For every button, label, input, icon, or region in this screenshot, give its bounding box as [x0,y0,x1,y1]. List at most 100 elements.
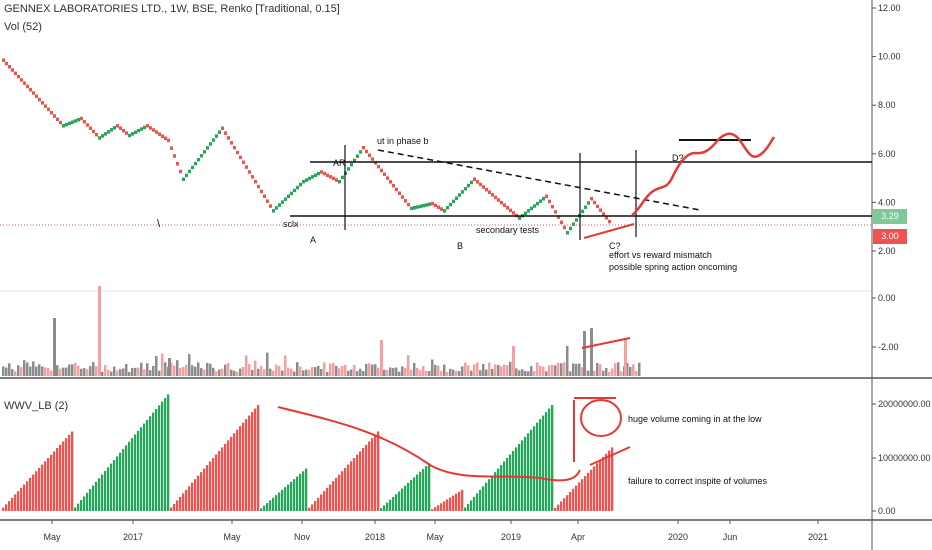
renko-brick-down [239,155,242,160]
wwv-bar-up [125,445,128,511]
wwv-bar-up [506,458,509,511]
volume-bar-up [113,366,116,376]
volume-bar-down [59,368,62,376]
renko-brick-up [191,165,194,170]
wwv-bar-down [356,454,359,511]
volume-bar-down [104,365,107,376]
wwv-bar-down [218,450,221,511]
chart-title[interactable]: GENNEX LABORATORIES LTD., 1W, BSE, Renko… [4,3,340,15]
wwv-bar-down [26,481,29,511]
wwv-bar-down [605,453,608,511]
volume-trend-line [581,337,631,349]
wwv-bar-down [566,495,569,511]
wwv-bar-down [206,465,209,511]
volume-bar-up [458,371,461,376]
wwv-bar-down [200,472,203,511]
volume-bar-down [245,355,248,376]
volume-spike-bar [624,338,627,376]
renko-brick-up [539,199,542,203]
wwv-bar-down [572,488,575,511]
renko-brick-up [470,180,473,185]
wwv-bar-up [149,416,152,511]
wwv-bar-up [113,459,116,511]
renko-brick-up [338,179,341,184]
time-tick-label: May [43,532,61,542]
renko-brick-up [131,132,134,136]
time-tick-label: 2018 [365,532,385,542]
renko-brick-up [569,226,572,231]
wwv-bar-up [548,408,551,511]
wwv-bar-up [422,468,425,511]
wwv-bar-down [230,436,233,511]
volume-bar-up [296,362,299,376]
wwv-bar-down [374,434,377,511]
volume-bar-up [449,368,452,376]
wwv-bar-down [182,493,185,511]
renko-brick-up [74,119,77,123]
renko-brick-down [122,128,125,133]
volume-bar-up [434,364,437,376]
renko-brick-up [62,124,65,128]
volume-bar-down [419,370,422,376]
renko-brick-down [437,205,440,209]
renko-brick-down [482,185,485,189]
wwv-bar-down [215,454,218,511]
wwv-bar-down [173,503,176,511]
wwv-bar-down [440,503,443,511]
renko-brick-down [479,182,482,187]
wwv-bar-up [542,415,545,511]
wwv-bar-up [512,450,515,511]
renko-brick-down [497,198,500,202]
renko-brick-down [20,78,23,82]
volume-bar-up [302,370,305,376]
wwv-bar-down [350,461,353,511]
wwv-bar-down [248,415,251,511]
renko-brick-up [212,138,215,142]
volume-bar-up [365,363,368,376]
wwv-bar-down [308,507,311,511]
wwv-bar-up [386,502,389,511]
volume-bar-down [377,367,380,376]
volume-spike-bar [590,328,593,376]
renko-brick-down [602,212,605,216]
volume-bar-up [35,366,38,376]
volume-bar-down [446,371,449,376]
renko-brick-down [92,129,95,134]
volume-bar-up [374,364,377,376]
volume-bar-up [125,364,128,376]
volume-bar-up [350,369,353,376]
volume-bar-up [413,362,416,376]
volume-bar-down [95,366,98,376]
wwv-bar-up [482,486,485,511]
volume-bar-up [140,362,143,376]
renko-brick-down [383,172,386,177]
renko-brick-down [227,136,230,140]
wwv-bar-down [188,486,191,511]
renko-brick-up [110,128,113,132]
volume-indicator-label[interactable]: Vol (52) [4,21,42,33]
wwv-bar-up [524,436,527,511]
wwv-bar-up [80,500,83,511]
renko-brick-down [404,199,407,203]
annotation-huge-volume: huge volume coming in at the low [628,414,762,424]
wwv-bar-up [95,481,98,511]
volume-bar-down [341,366,344,376]
wwv-bar-up [470,500,473,511]
wwv-indicator-label[interactable]: WWV_LB (2) [4,400,69,412]
renko-brick-down [596,204,599,209]
renko-brick-up [203,150,206,154]
wwv-bar-up [101,474,104,511]
renko-brick-down [38,97,41,102]
volume-bar-down [161,353,164,376]
wwv-bar-up [410,480,413,511]
wwv-bar-down [59,444,62,511]
renko-brick-down [23,81,26,85]
wwv-bar-up [413,477,416,511]
wwv-bar-down [44,461,47,511]
volume-spike-bar [53,318,56,376]
renko-brick-up [215,134,218,138]
volume-bar-up [176,360,179,376]
volume-bar-up [638,362,641,376]
wwv-bar-up [131,438,134,511]
